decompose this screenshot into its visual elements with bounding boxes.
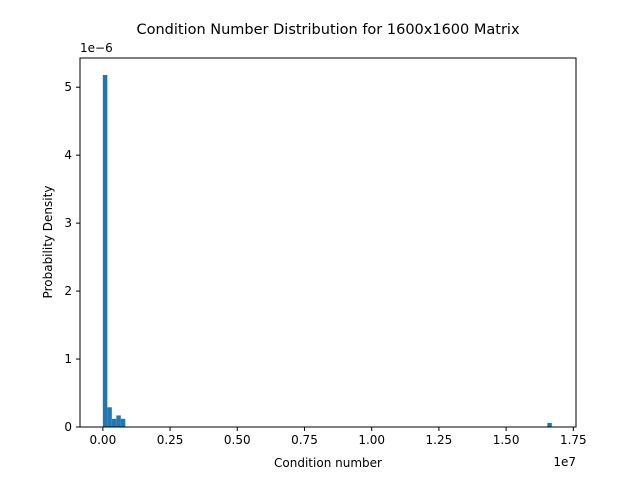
histogram-bars xyxy=(102,74,552,428)
histogram-bar-4 xyxy=(120,418,126,427)
y-tick-label: 0 xyxy=(64,420,72,434)
x-tick-label: 0.50 xyxy=(224,433,251,447)
x-tick-label: 1.00 xyxy=(358,433,385,447)
histogram-bar-3 xyxy=(116,415,121,427)
histogram-bar-0 xyxy=(102,74,108,428)
y-axis-ticks: 0 1 2 3 4 5 xyxy=(64,80,80,434)
x-axis-ticks: 0.00 0.25 0.50 0.75 1.00 1.25 1.50 1.75 xyxy=(89,427,587,447)
y-tick-label: 3 xyxy=(64,216,72,230)
histogram-bar-1 xyxy=(107,407,112,427)
x-tick-label: 1.50 xyxy=(493,433,520,447)
x-tick-label: 0.75 xyxy=(291,433,318,447)
y-axis-scale-label: 1e−6 xyxy=(80,41,113,55)
y-tick-label: 4 xyxy=(64,148,72,162)
histogram-bar-5 xyxy=(547,422,552,427)
x-tick-label: 1.25 xyxy=(426,433,453,447)
y-axis-label: Probability Density xyxy=(41,186,55,299)
plot-area-frame xyxy=(79,57,577,428)
x-axis-scale-label: 1e7 xyxy=(553,455,576,469)
y-tick-label: 1 xyxy=(64,352,72,366)
y-tick-label: 2 xyxy=(64,284,72,298)
x-tick-label: 0.00 xyxy=(89,433,116,447)
y-tick-label: 5 xyxy=(64,80,72,94)
x-tick-label: 0.25 xyxy=(157,433,184,447)
x-axis-label: Condition number xyxy=(274,456,382,470)
x-tick-label: 1.75 xyxy=(560,433,587,447)
histogram-bar-2 xyxy=(111,418,117,427)
chart-title: Condition Number Distribution for 1600x1… xyxy=(136,22,519,38)
